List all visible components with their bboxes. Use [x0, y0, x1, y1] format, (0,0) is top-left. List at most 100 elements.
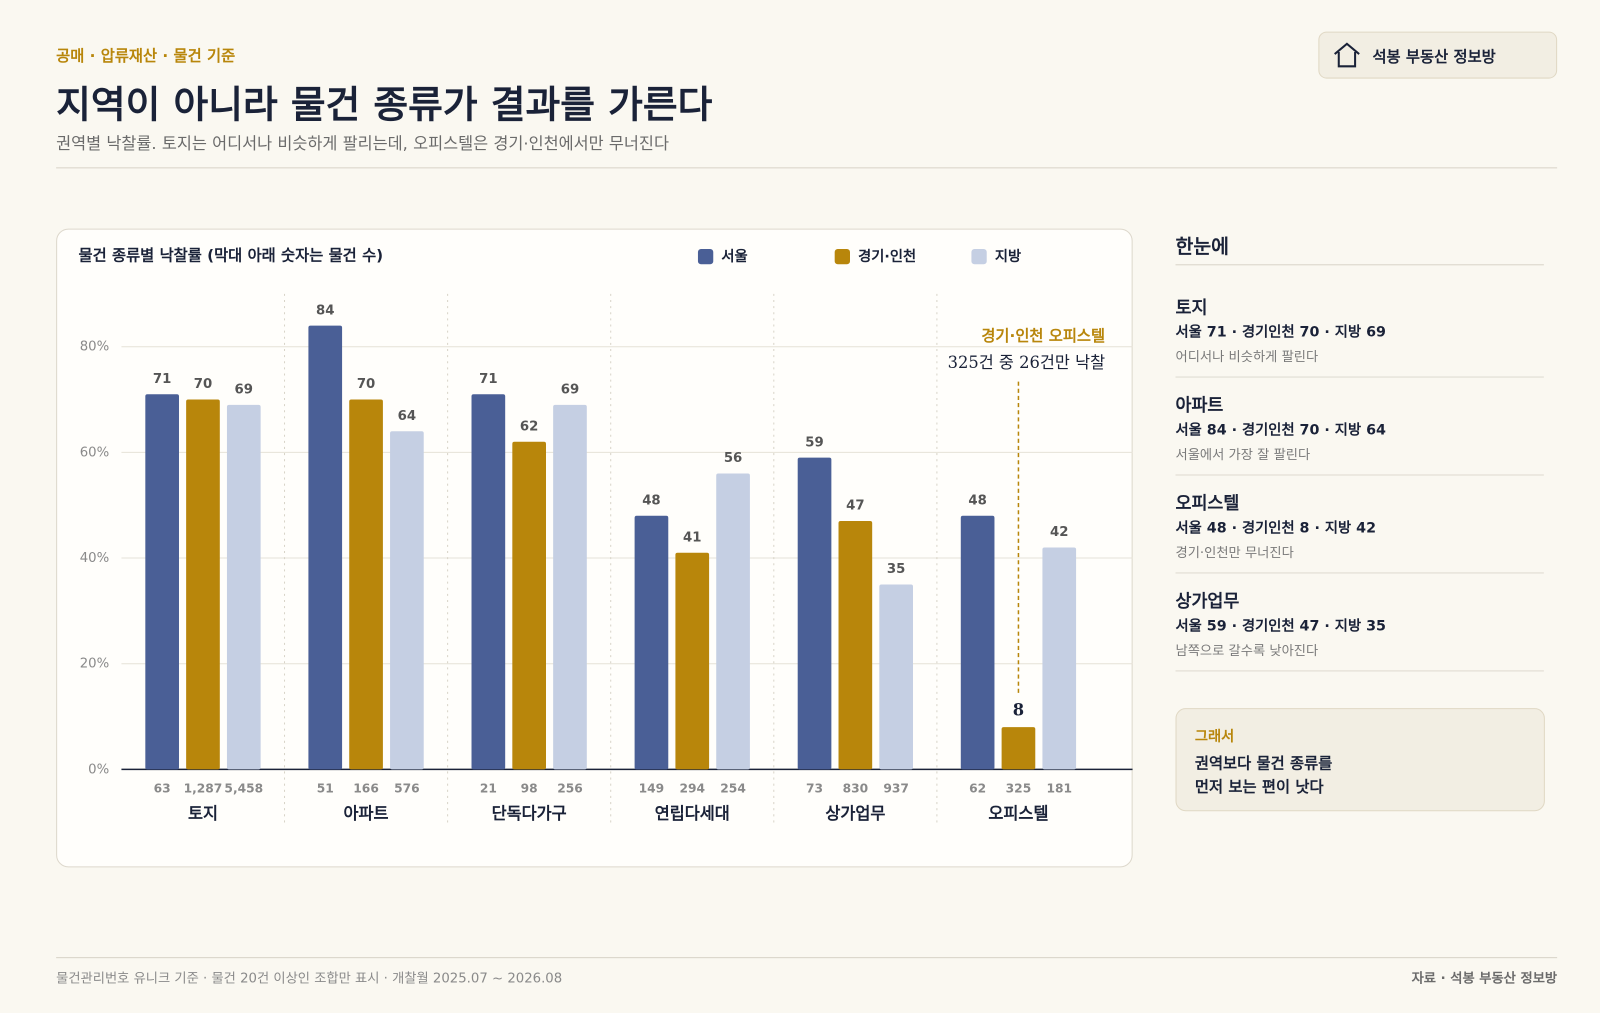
item-stats: 서울 84 · 경기인천 70 · 지방 64: [1175, 422, 1386, 439]
category-label: 연립다세대: [655, 804, 730, 823]
sidebar-title: 한눈에: [1175, 235, 1230, 259]
category-label: 단독다가구: [492, 804, 567, 823]
value-label: 35: [887, 562, 905, 577]
item-title: 상가업무: [1175, 591, 1240, 613]
conclusion-line: 먼저 보는 편이 낫다: [1194, 777, 1324, 796]
count-label: 254: [720, 781, 746, 795]
count-label: 149: [639, 781, 665, 795]
bar: [675, 552, 710, 770]
bar: [186, 399, 220, 770]
bar: [797, 457, 832, 770]
chart: 물건 종류별 낙찰률 (막대 아래 숫자는 물건 수) 서울 경기·인천 지방 0% 2…: [79, 247, 1133, 827]
y-tick-label: 0%: [88, 762, 109, 777]
brand-icon: [1334, 42, 1360, 68]
kicker: 공매 · 압류재산 · 물건 기준: [56, 46, 236, 66]
category-label: 오피스텔: [988, 804, 1048, 823]
count-label: 5,458: [224, 781, 263, 795]
item-stats: 서울 71 · 경기인천 70 · 지방 69: [1175, 324, 1386, 341]
conclusion-box: 그래서 권역보다 물건 종류를 먼저 보는 편이 낫다: [1175, 708, 1545, 812]
item-stats: 서울 48 · 경기인천 8 · 지방 42: [1175, 520, 1377, 537]
brand-name: 석봉 부동산 정보방: [1372, 47, 1496, 67]
item-rule: [1175, 376, 1544, 378]
bar: [390, 431, 424, 770]
count-label: 73: [806, 781, 823, 795]
bar: [512, 441, 546, 770]
item-rule: [1175, 670, 1544, 672]
brand-badge: 석봉 부동산 정보방: [1318, 31, 1558, 79]
bar: [308, 325, 343, 770]
annotation-title: 경기·인천 오피스텔: [981, 327, 1105, 345]
value-label: 59: [805, 435, 823, 450]
item-stats: 서울 59 · 경기인천 47 · 지방 35: [1175, 618, 1386, 635]
count-label: 166: [353, 781, 379, 795]
legend-label: 경기·인천: [858, 247, 916, 265]
footer-source: 자료 · 석봉 부동산 정보방: [1411, 971, 1558, 987]
category-label: 토지: [188, 804, 218, 823]
item-note: 어디서나 비슷하게 팔린다: [1175, 349, 1319, 366]
sidebar-rule: [1175, 264, 1544, 266]
value-label: 8: [1013, 700, 1024, 719]
bar: [1001, 727, 1036, 770]
value-label: 42: [1050, 525, 1068, 540]
item-title: 오피스텔: [1175, 493, 1240, 515]
value-label: 70: [357, 377, 375, 392]
legend-swatch: [971, 248, 987, 265]
count-label: 98: [521, 781, 538, 795]
y-tick-label: 60%: [80, 445, 109, 460]
legend-label: 서울: [721, 248, 747, 265]
chart-title: 물건 종류별 낙찰률 (막대 아래 숫자는 물건 수): [79, 247, 384, 265]
count-label: 576: [394, 781, 420, 795]
value-label: 84: [316, 303, 334, 318]
footer-rule: [56, 957, 1558, 959]
category-label: 아파트: [344, 804, 389, 823]
category-label: 상가업무: [825, 804, 885, 823]
value-label: 56: [724, 451, 742, 466]
value-label: 48: [642, 493, 660, 508]
count-label: 21: [480, 781, 497, 795]
annotation-text: 325건 중 26건만 낙찰: [948, 353, 1106, 372]
value-label: 70: [194, 377, 212, 392]
value-label: 69: [235, 383, 253, 398]
item-rule: [1175, 572, 1544, 574]
count-label: 294: [679, 781, 705, 795]
bar: [1042, 547, 1077, 770]
legend-swatch: [697, 248, 714, 265]
bar: [838, 521, 873, 770]
item-rule: [1175, 474, 1544, 476]
y-tick-label: 40%: [80, 551, 109, 566]
y-tick-label: 20%: [80, 657, 109, 672]
title: 지역이 아니라 물건 종류가 결과를 가른다: [56, 82, 713, 127]
bar: [349, 399, 383, 770]
item-title: 아파트: [1175, 395, 1224, 417]
value-label: 64: [398, 409, 416, 424]
bar: [879, 584, 914, 770]
count-label: 325: [1006, 781, 1032, 795]
count-label: 1,287: [184, 781, 223, 795]
bar: [145, 394, 179, 770]
value-label: 69: [561, 383, 579, 398]
bar: [960, 515, 995, 770]
divider: [56, 167, 1558, 169]
item-note: 경기·인천만 무너진다: [1175, 545, 1294, 562]
count-label: 937: [883, 781, 909, 795]
count-label: 51: [317, 781, 334, 795]
bar: [716, 473, 750, 770]
conclusion-title: 그래서: [1194, 728, 1235, 745]
value-label: 71: [479, 372, 497, 387]
item-title: 토지: [1175, 297, 1208, 319]
value-label: 47: [846, 499, 864, 514]
count-label: 256: [557, 781, 583, 795]
bar: [226, 404, 261, 770]
legend-label: 지방: [995, 247, 1021, 265]
bar: [634, 515, 669, 770]
legend-swatch: [834, 248, 850, 265]
subtitle: 권역별 낙찰률. 토지는 어디서나 비슷하게 팔리는데, 오피스텔은 경기·인천…: [56, 133, 669, 154]
bar: [553, 404, 587, 770]
value-label: 48: [968, 493, 986, 508]
footer-note: 물건관리번호 유니크 기준 · 물건 20건 이상인 조합만 표시 · 개찰월 …: [56, 971, 563, 987]
item-note: 서울에서 가장 잘 팔린다: [1175, 447, 1311, 464]
item-note: 남쪽으로 갈수록 낮아진다: [1175, 643, 1319, 660]
value-label: 71: [153, 372, 171, 387]
